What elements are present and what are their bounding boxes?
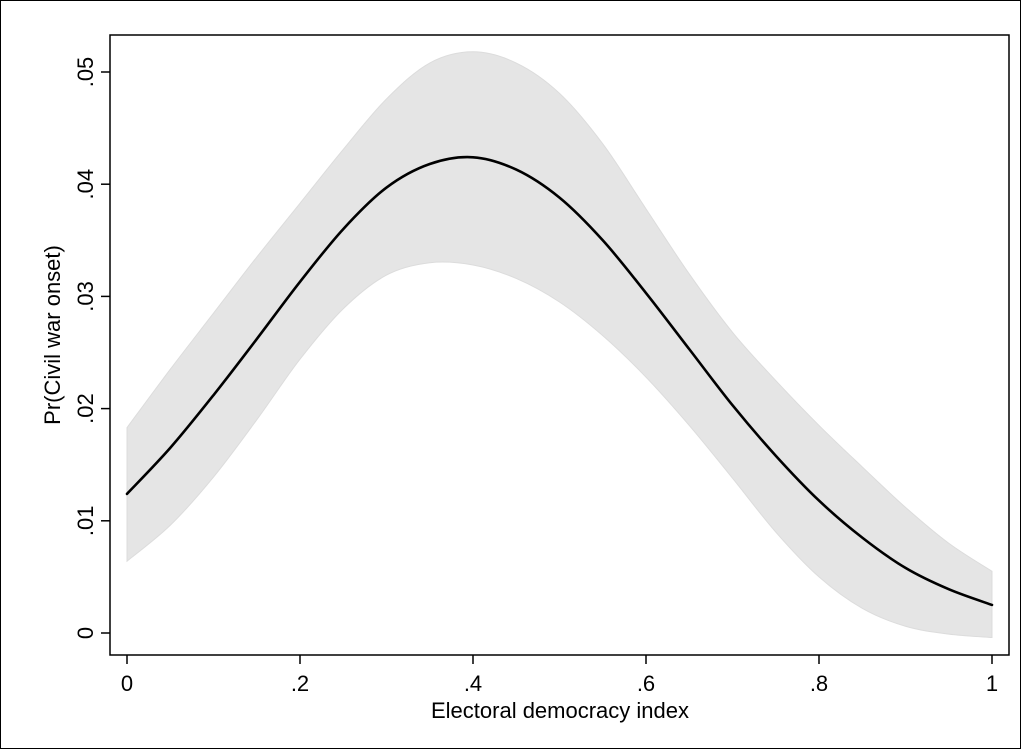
- y-tick-label: 0: [73, 627, 98, 639]
- x-tick-label: .4: [464, 671, 482, 696]
- confidence-interval-band: [126, 51, 993, 639]
- x-axis: 0 .2 .4 .6 .8 1: [121, 655, 998, 696]
- y-tick-label: .03: [73, 281, 98, 312]
- y-axis-title: Pr(Civil war onset): [40, 245, 65, 425]
- x-tick-label: .8: [810, 671, 828, 696]
- x-tick-label: 1: [986, 671, 998, 696]
- predicted-probability-line: [125, 155, 994, 607]
- y-tick-label: .05: [73, 57, 98, 88]
- y-tick-label: .01: [73, 506, 98, 537]
- y-axis: 0 .01 .02 .03 .04 .05: [73, 57, 110, 639]
- y-tick-label: .04: [73, 169, 98, 200]
- x-tick-label: 0: [121, 671, 133, 696]
- x-axis-title: Electoral democracy index: [431, 698, 689, 723]
- x-tick-label: .2: [291, 671, 309, 696]
- y-tick-label: .02: [73, 393, 98, 424]
- x-tick-label: .6: [637, 671, 655, 696]
- plot-area-frame: [109, 34, 1010, 656]
